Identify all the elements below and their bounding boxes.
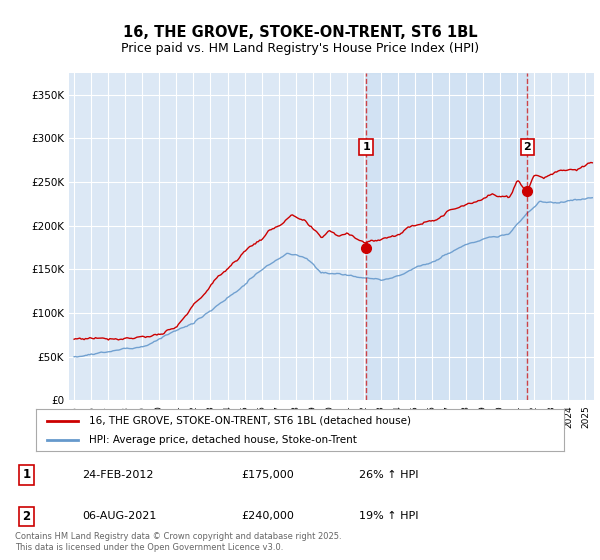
Text: 1: 1 [362, 142, 370, 152]
Text: 2: 2 [523, 142, 531, 152]
Text: 16, THE GROVE, STOKE-ON-TRENT, ST6 1BL: 16, THE GROVE, STOKE-ON-TRENT, ST6 1BL [122, 25, 478, 40]
Text: £175,000: £175,000 [241, 470, 294, 480]
Text: 2: 2 [23, 510, 31, 523]
Text: 16, THE GROVE, STOKE-ON-TRENT, ST6 1BL (detached house): 16, THE GROVE, STOKE-ON-TRENT, ST6 1BL (… [89, 416, 411, 426]
Text: 1: 1 [23, 468, 31, 482]
Text: 06-AUG-2021: 06-AUG-2021 [82, 511, 157, 521]
Text: Contains HM Land Registry data © Crown copyright and database right 2025.
This d: Contains HM Land Registry data © Crown c… [15, 532, 341, 552]
Bar [366, 73, 527, 400]
Text: 24-FEB-2012: 24-FEB-2012 [82, 470, 154, 480]
Text: £240,000: £240,000 [241, 511, 294, 521]
Text: HPI: Average price, detached house, Stoke-on-Trent: HPI: Average price, detached house, Stok… [89, 435, 356, 445]
Text: 19% ↑ HPI: 19% ↑ HPI [359, 511, 418, 521]
Text: Price paid vs. HM Land Registry's House Price Index (HPI): Price paid vs. HM Land Registry's House … [121, 42, 479, 55]
Text: 26% ↑ HPI: 26% ↑ HPI [359, 470, 418, 480]
